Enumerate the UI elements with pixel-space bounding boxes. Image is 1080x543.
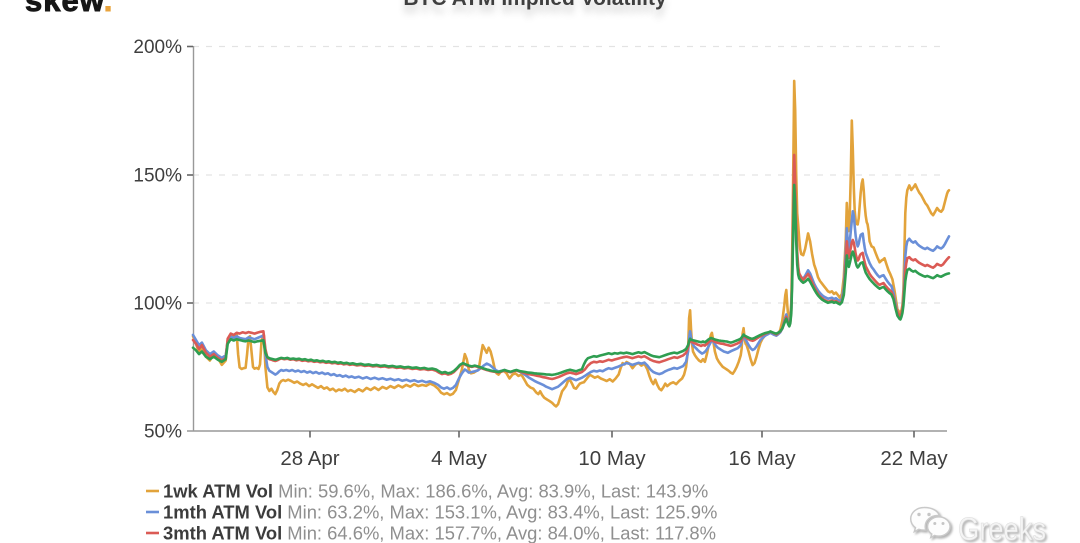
svg-text:3mth ATM Vol Min: 64.6%, Max:: 3mth ATM Vol Min: 64.6%, Max: 157.7%, Av… (163, 523, 716, 543)
svg-text:4 May: 4 May (431, 447, 488, 470)
svg-text:200%: 200% (133, 37, 182, 58)
svg-text:16 May: 16 May (728, 447, 796, 470)
svg-text:1wk ATM Vol Min: 59.6%, Max: 1: 1wk ATM Vol Min: 59.6%, Max: 186.6%, Avg… (163, 481, 708, 502)
svg-text:1mth ATM Vol Min: 63.2%, Max:: 1mth ATM Vol Min: 63.2%, Max: 153.1%, Av… (163, 502, 717, 523)
svg-text:10 May: 10 May (578, 447, 646, 470)
svg-text:100%: 100% (133, 294, 182, 315)
svg-text:28 Apr: 28 Apr (280, 447, 339, 470)
svg-text:50%: 50% (144, 422, 182, 443)
svg-text:Greeks: Greeks (958, 511, 1046, 543)
svg-text:150%: 150% (133, 166, 182, 187)
svg-text:22 May: 22 May (880, 447, 948, 470)
